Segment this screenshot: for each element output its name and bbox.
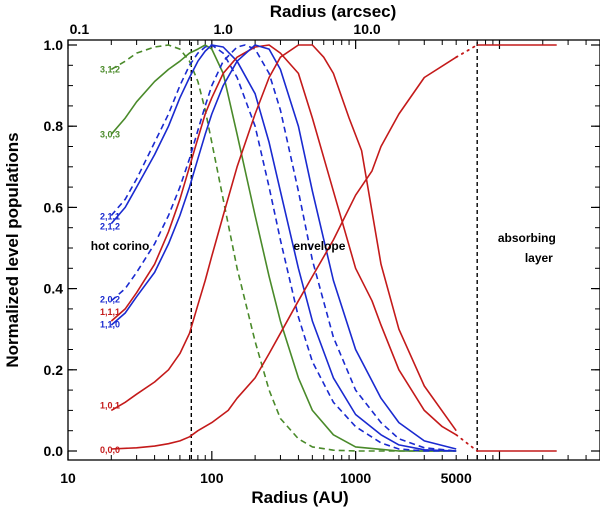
region-label-hot-corino: hot corino [91,239,150,253]
curve-2-0-2 [110,44,457,452]
region-label-absorbing-layer: absorbing [498,231,556,245]
curve-label-2-1-1: 2,1,1 [100,211,120,221]
curve-0-0-0 [111,56,457,450]
x-tick-label: 5000 [441,470,472,486]
curve-label-1-1-1: 1,1,1 [100,307,120,317]
x-tick-label: 100 [200,470,224,486]
top-axis-title: Radius (arcsec) [270,2,397,21]
region-label-absorbing-layer: layer [525,251,553,265]
y-tick-label: 0.2 [44,362,64,378]
x-tick-label: 10 [60,470,76,486]
y-axis-title: Normalized level populations [3,132,22,367]
top-tick-label: 1.0 [213,21,233,37]
tick-marks [67,40,600,460]
curve-3-1-2 [110,44,457,452]
y-tick-label: 0.8 [44,118,64,134]
curve-label-1-0-1: 1,0,1 [100,401,120,411]
curve-labels: 3,1,2 3,0,3 2,1,12,1,2 2,0,2 1,1,1 1,1,0 1,0,1… [100,64,120,454]
y-tick-label: 0.4 [44,281,64,297]
curve-1-1-1 [110,44,457,436]
absorbing-bridge-lower [455,433,479,452]
y-tick-label: 0.0 [44,443,64,459]
curve-1-1-0 [110,44,457,450]
curve-2-1-1 [110,44,457,452]
top-tick-label: 10.0 [353,21,380,37]
curve-label-0-0-0: 0,0,0 [100,445,120,455]
curve-1-0-1 [110,44,457,432]
x-axis-title: Radius (AU) [251,488,348,507]
curve-label-3-0-3: 3,0,3 [100,129,120,139]
top-tick-label: 0.1 [70,21,90,37]
plot-frame [67,39,600,461]
curve-label-3-1-2: 3,1,2 [100,64,120,74]
curve-label-2-0-2: 2,0,2 [100,295,120,305]
region-label-envelope: envelope [293,239,345,253]
axis-tick-labels: 0.0 0.2 0.4 0.6 0.8 1.0 10 100 1000 5000 0.1 1.0 10.… [44,21,472,486]
x-tick-label: 1000 [340,470,371,486]
absorbing-bridge-upper [455,44,479,59]
curves [110,44,557,452]
y-tick-label: 0.6 [44,199,64,215]
y-tick-label: 1.0 [44,37,64,53]
curve-label-2-1-2: 2,1,2 [100,221,120,231]
region-labels: hot corino envelope absorbing layer [91,231,556,265]
curve-label-1-1-0: 1,1,0 [100,319,120,329]
